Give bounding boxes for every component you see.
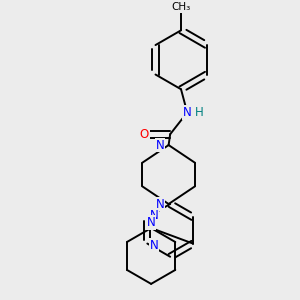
Text: O: O [140, 128, 149, 141]
Text: N: N [150, 238, 158, 252]
Text: N: N [156, 139, 164, 152]
Text: CH₃: CH₃ [171, 2, 190, 12]
Text: N: N [156, 197, 164, 211]
Text: N: N [183, 106, 192, 119]
Text: N: N [150, 209, 158, 222]
Text: H: H [195, 106, 203, 119]
Text: N: N [147, 216, 155, 229]
